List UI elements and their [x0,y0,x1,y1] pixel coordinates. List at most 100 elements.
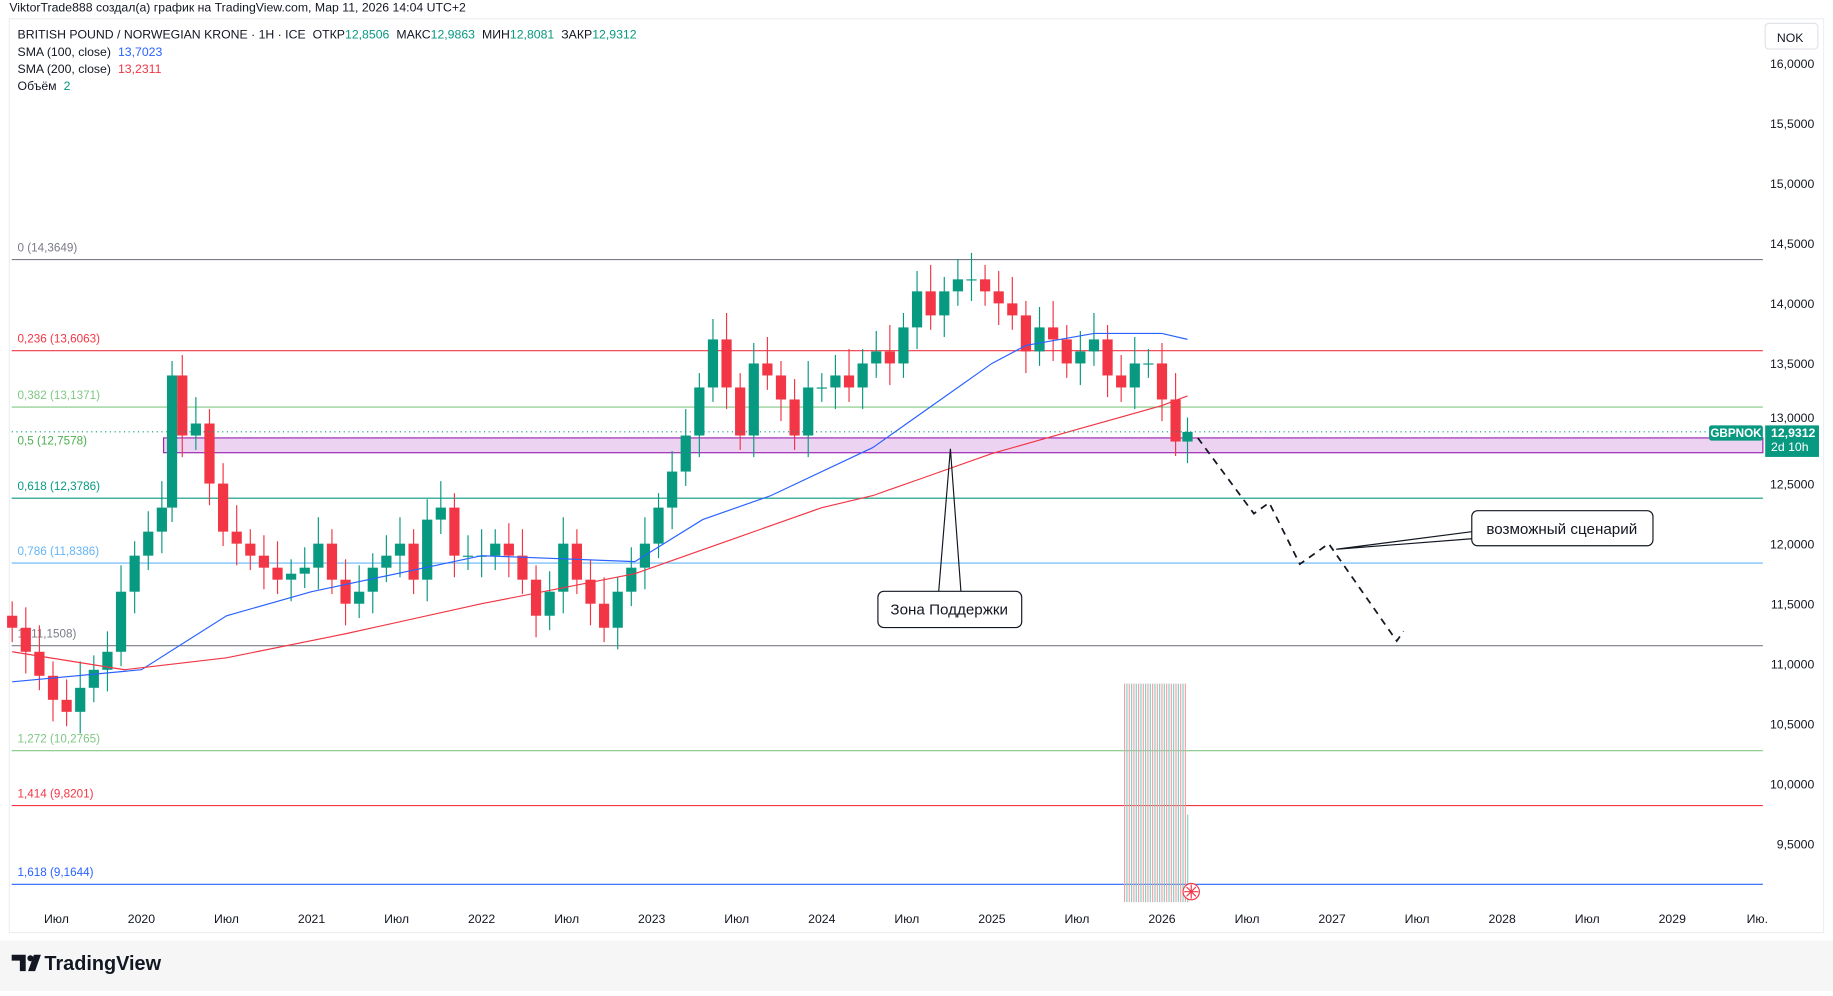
fib-levels: 0 (14,3649) 0,236 (13,6063) 0,382 (13,1371… [11,241,1763,885]
candle [258,535,270,590]
x-tick: Июл [554,912,579,926]
candle [1061,325,1072,378]
x-tick: 2026 [1148,912,1175,926]
candle [993,270,1004,326]
candle [1034,306,1045,366]
candle [884,325,895,386]
y-tick: 13,5000 [1770,357,1815,371]
fib-label: 0,382 (13,1371) [18,389,101,402]
candle [1182,417,1193,464]
candle [748,343,759,458]
candle [598,577,610,643]
x-tick: Июл [1405,912,1430,926]
fib-label: 1,272 (10,2765) [18,733,101,746]
candle [177,355,188,458]
x-tick: 2023 [638,912,665,926]
candle [558,517,569,614]
x-tick: 2020 [128,912,155,926]
y-tick: 14,0000 [1770,297,1815,311]
ohlc-label: МАКС [396,28,430,42]
candle [979,264,991,306]
candle [1020,300,1032,374]
candle [340,559,351,626]
candle [939,276,950,338]
candle [422,499,433,602]
x-tick: Июл [44,912,69,926]
candle [190,397,201,450]
flag-icon[interactable] [1182,882,1200,901]
candle [408,529,419,595]
last-price-value: 12,9312 [1771,426,1816,440]
candle [530,565,542,638]
fib-label: 0,786 (11,8386) [18,545,100,558]
candle [925,264,936,330]
indicator-2[interactable]: Объём 2 [18,79,71,93]
candle [898,312,909,378]
indicator-1[interactable]: SMA (200, close) 13,2311 [18,62,162,76]
candle [449,493,460,578]
candle [435,481,446,535]
candle [7,601,18,643]
candle [326,529,338,595]
scenario-path[interactable] [1197,437,1405,643]
volume-bars [1123,683,1189,903]
y-tick: 15,5000 [1770,117,1815,131]
ohlc-value: 12,8506 [345,28,390,42]
candle [490,529,501,571]
candle [911,270,923,350]
ohlc-value: 12,9312 [592,28,637,42]
candle [816,373,827,402]
fib-label: 1,414 (9,8201) [18,787,94,800]
y-tick: 11,5000 [1771,597,1815,611]
ohlc-label: ЗАКР [561,28,592,42]
candle [381,535,392,583]
candle [680,409,691,486]
candle [462,535,474,571]
ohlc-value: 12,8081 [510,28,555,42]
tradingview-logo[interactable]: TradingView [11,953,162,975]
candle [735,373,746,450]
candle [803,361,814,458]
support-zone-rect[interactable] [162,437,1764,454]
last-price-label: GBPNOK 12,9312 2d 10h [1709,425,1819,457]
candle [789,379,800,450]
scenario-callout[interactable]: возможный сценарий [1336,510,1654,550]
candle [47,661,59,722]
candle [707,318,719,402]
candle [585,559,596,626]
x-tick: 2024 [808,912,835,926]
candle [217,463,229,547]
candle [1129,337,1140,410]
indicator-0[interactable]: SMA (100, close) 13,7023 [18,45,163,59]
x-tick: Ию. [1747,912,1768,926]
candle [1116,355,1127,402]
candle [1007,276,1018,330]
currency-button[interactable]: NOK [1764,22,1819,50]
ohlc-value: 12,9863 [431,28,476,42]
x-tick: 2021 [298,912,325,926]
time-axis: Июл 2020 Июл 2021 Июл 2022 Июл 2023 Июл 2024 Июл 20… [44,912,1768,926]
scenario-label: возможный сценарий [1486,521,1637,538]
candle [231,505,242,566]
svg-text:TradingView: TradingView [44,953,161,975]
y-tick: 11,0000 [1771,657,1815,671]
candle [354,565,365,619]
x-tick: 2029 [1659,912,1686,926]
price-axis: 16,0000 15,5000 15,0000 14,5000 14,0000 13,50… [1770,57,1815,852]
candle [775,361,787,422]
x-tick: 2028 [1489,912,1516,926]
candle [612,577,623,650]
fib-label: 0 (14,3649) [18,241,78,254]
support-zone [162,437,1764,454]
candle [299,547,310,589]
fib-label: 0,618 (12,3786) [18,480,101,493]
ohlc-label: ОТКР [313,28,345,42]
support-callout[interactable]: Зона Поддержки [877,448,1023,629]
y-tick: 12,0000 [1770,537,1815,551]
candle [115,565,127,667]
x-tick: Июл [1235,912,1260,926]
fib-label: 0,5 (12,7578) [18,434,88,447]
credit-text: ViktorTrade888 создал(а) график на Tradi… [9,1,466,15]
x-tick: 2022 [468,912,495,926]
